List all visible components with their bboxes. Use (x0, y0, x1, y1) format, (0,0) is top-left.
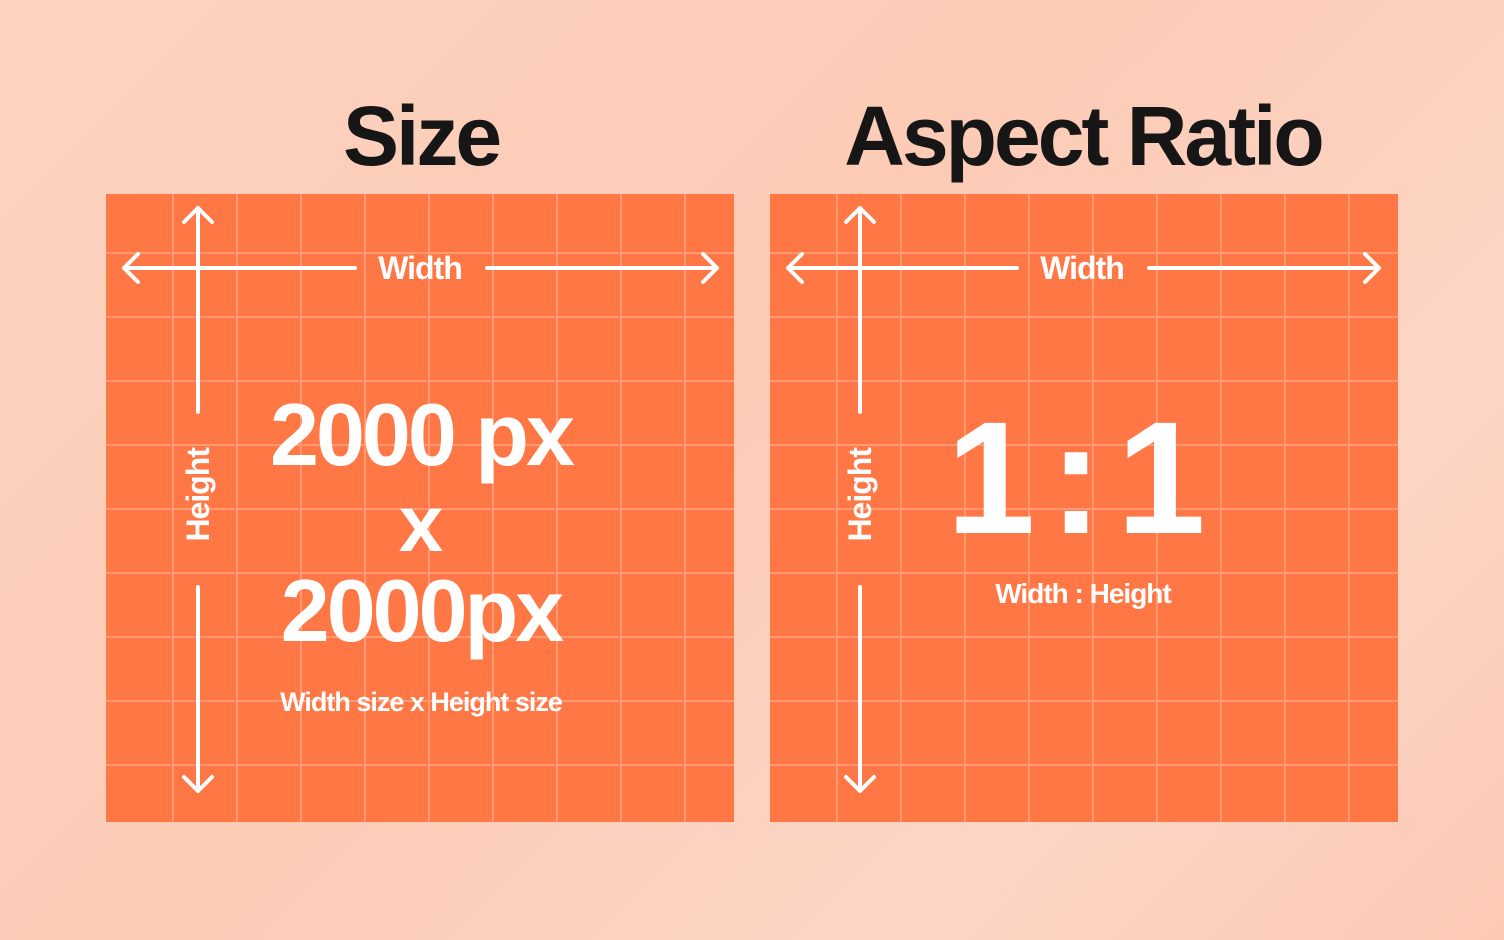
width-label: Width (378, 250, 463, 286)
aspect-ratio-title: Aspect Ratio (844, 89, 1324, 183)
horizontal-arrow-icon (786, 252, 1381, 284)
vertical-arrow-icon (844, 206, 876, 793)
vertical-arrow-icon (182, 206, 214, 793)
size-title: Size (342, 89, 502, 183)
height-label: Height (180, 448, 216, 542)
aspect-ratio-panel: Width Height 1:1 Width : Height (770, 194, 1398, 822)
size-panel: Width Height 2000 px x 2000px Width size… (106, 194, 734, 822)
size-caption: Width size x Height size (280, 687, 563, 717)
ratio-value: 1:1 (946, 388, 1220, 567)
grid-arrows (106, 194, 734, 822)
ratio-caption: Width : Height (995, 578, 1171, 609)
width-label: Width (1040, 250, 1125, 286)
height-label: Height (842, 448, 878, 542)
times-sign: x (398, 479, 444, 568)
height-size: 2000px (280, 561, 564, 660)
horizontal-arrow-icon (122, 252, 719, 284)
grid-arrows (770, 194, 1398, 822)
width-size: 2000 px (270, 385, 575, 484)
